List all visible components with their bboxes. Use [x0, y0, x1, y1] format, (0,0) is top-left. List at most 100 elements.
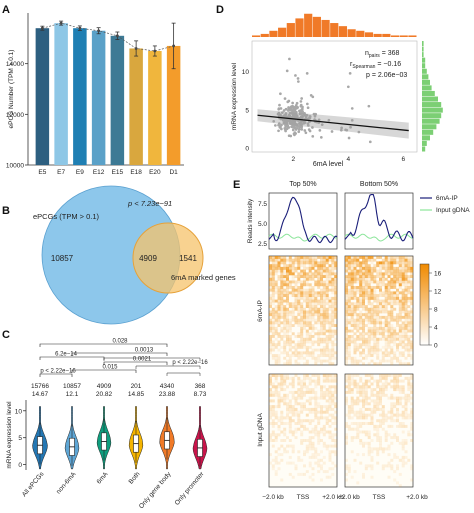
e-heatmap-ip-top-cell: [331, 269, 335, 273]
e-heatmap-input-bottom-cell: [362, 472, 365, 476]
a-bar-e20: [148, 51, 162, 165]
e-heatmap-input-top-cell: [277, 461, 281, 465]
e-heatmap-input-top-cell: [271, 399, 275, 403]
a-trend-line: [42, 22, 174, 52]
e-heatmap-input-bottom-cell: [396, 416, 399, 420]
e-heatmap-ip-top-cell: [314, 356, 318, 360]
c-significance-bracket: [39, 343, 168, 347]
e-heatmap-input-top-cell: [271, 393, 275, 397]
e-heatmap-ip-top-cell: [322, 337, 326, 341]
e-heatmap-input-bottom-cell: [364, 379, 368, 383]
e-heatmap-ip-top-cell: [271, 261, 275, 265]
e-heatmap-input-bottom-cell: [393, 478, 397, 482]
e-heatmap-ip-top-cell: [314, 321, 318, 325]
e-heatmap-ip-bottom-cell: [390, 261, 394, 265]
e-heatmap-ip-bottom-cell: [359, 286, 363, 289]
d-point: [276, 112, 280, 116]
e-heatmap-input-top-cell: [269, 453, 272, 457]
e-heatmap-input-bottom-cell: [404, 424, 408, 428]
e-heatmap-input-bottom-cell: [345, 478, 348, 482]
e-heatmap-input-top-cell: [297, 410, 301, 414]
e-heatmap-ip-top-cell: [297, 362, 301, 366]
e-heatmap-input-top-cell: [328, 399, 332, 403]
e-heatmap-ip-top-cell: [274, 356, 278, 360]
e-heatmap-input-top-cell: [291, 393, 295, 397]
e-heatmap-input-top-cell: [331, 407, 335, 411]
e-heatmap-ip-top-cell: [271, 256, 275, 259]
e-heatmap-ip-top-cell: [294, 261, 298, 265]
e-heatmap-ip-bottom-cell: [364, 266, 368, 270]
e-heatmap-ip-top-cell: [303, 362, 306, 366]
e-heatmap-ip-bottom-cell: [387, 324, 391, 327]
e-heatmap-input-top-cell: [283, 416, 287, 420]
d-point: [283, 122, 286, 125]
e-heatmap-input-bottom-cell: [367, 450, 371, 454]
e-heatmap-ip-top-cell: [305, 318, 309, 322]
e-heatmap-ip-top-cell: [288, 291, 292, 295]
e-heatmap-input-top-cell: [322, 385, 326, 389]
e-heatmap-ip-bottom-cell: [384, 264, 388, 268]
e-heatmap-input-top-cell: [317, 433, 321, 437]
e-heatmap-ip-bottom-cell: [384, 321, 388, 325]
e-heatmap-ip-bottom-cell: [345, 299, 348, 303]
e-heatmap-ip-top-cell: [303, 269, 306, 273]
e-heatmap-input-top-cell: [314, 399, 318, 403]
e-heatmap-ip-top-cell: [328, 359, 332, 363]
d-point: [282, 109, 286, 112]
e-heatmap-ip-top-cell: [283, 324, 287, 327]
e-heatmap-input-bottom-cell: [401, 447, 405, 451]
e-heatmap-ip-bottom-cell: [347, 321, 351, 325]
d-point: [285, 69, 289, 73]
e-heatmap-input-bottom-cell: [390, 436, 394, 440]
e-heatmap-ip-bottom-cell: [370, 280, 374, 284]
e-heatmap-input-bottom-cell: [401, 385, 405, 389]
e-heatmap-ip-bottom-cell: [345, 264, 348, 268]
e-heatmap-ip-bottom-cell: [404, 313, 408, 317]
e-heatmap-input-bottom-cell: [356, 382, 360, 386]
d-point: [291, 119, 294, 123]
e-heatmap-input-top-cell: [311, 441, 315, 445]
e-heatmap-input-top-cell: [331, 436, 335, 440]
e-heatmap-input-top-cell: [325, 376, 329, 380]
e-heatmap-ip-bottom-cell: [356, 337, 360, 341]
e-heatmap-ip-bottom-cell: [398, 261, 402, 265]
e-heatmap-input-top-cell: [291, 405, 295, 409]
e-heatmap-ip-top-cell: [334, 343, 338, 347]
e-heatmap-ip-bottom-cell: [390, 280, 394, 284]
e-heatmap-ip-bottom-cell: [350, 283, 354, 287]
e-heatmap-input-bottom-cell: [390, 374, 394, 377]
e-heatmap-input-bottom-cell: [384, 416, 388, 420]
e-heatmap-input-top-cell: [283, 447, 287, 451]
d-point: [313, 118, 316, 121]
e-heatmap-input-top-cell: [274, 388, 278, 392]
e-heatmap-ip-bottom-cell: [364, 356, 368, 360]
e-heatmap-ip-top-cell: [297, 296, 301, 300]
c-significance-bracket: [135, 365, 201, 369]
e-heatmap-ip-bottom-cell: [398, 299, 402, 303]
c-category-label: All ePCGs: [21, 470, 46, 498]
e-heatmap-ip-top-cell: [277, 261, 281, 265]
e-heatmap-ip-bottom-cell: [390, 294, 394, 297]
e-heatmap-ip-bottom-cell: [347, 272, 351, 276]
e-colorbar: [419, 263, 430, 346]
e-heatmap-input-bottom-cell: [367, 436, 371, 440]
e-heatmap-ip-top-cell: [288, 305, 292, 308]
e-profile-frame: [268, 192, 338, 250]
e-heatmap-ip-bottom-cell: [356, 261, 360, 265]
e-heatmap-ip-bottom-cell: [376, 329, 380, 333]
e-heatmap-ip-top-cell: [328, 356, 332, 360]
e-heatmap-ip-top-cell: [328, 299, 332, 303]
c-pvalue-label: 0.0021: [133, 357, 152, 363]
e-heatmap-input-top-cell: [286, 393, 289, 397]
e-heatmap-input-top-cell: [328, 430, 332, 434]
e-heatmap-ip-bottom-cell: [370, 266, 374, 270]
e-input-profile-line: [344, 233, 414, 242]
e-heatmap-ip-top-cell: [308, 340, 312, 344]
e-heatmap-ip-top-cell: [271, 348, 275, 352]
e-heatmap-ip-top-cell: [322, 296, 326, 300]
e-heatmap-input-bottom-cell: [379, 402, 382, 406]
e-heatmap-input-bottom-cell: [370, 416, 374, 420]
e-heatmap-ip-top-cell: [288, 348, 292, 352]
e-heatmap-ip-bottom-cell: [398, 326, 402, 330]
e-heatmap-input-top-cell: [308, 464, 312, 468]
